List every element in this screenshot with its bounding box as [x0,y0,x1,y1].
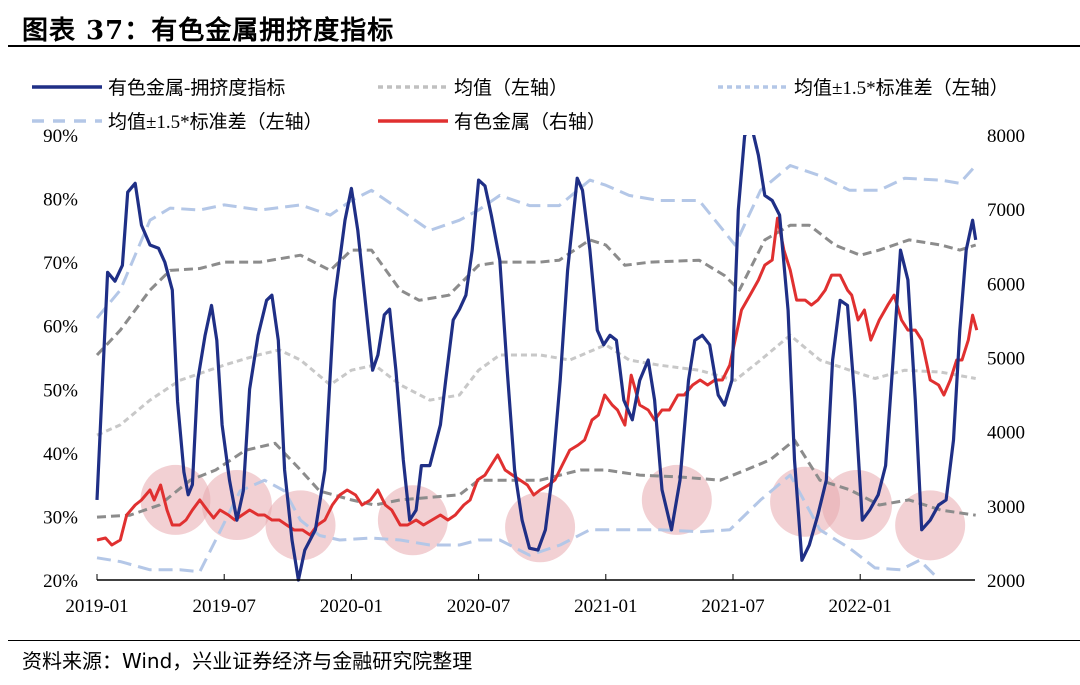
y-left-tick-label: 90% [43,126,78,147]
series-line-2 [95,223,977,357]
y-right-tick-label: 3000 [987,497,1025,518]
title-divider [8,45,1080,47]
series-line-1 [96,333,976,437]
series-line-0 [95,135,978,582]
series-line-3 [96,438,976,519]
axes: 2019-01 2019-07 2020-01 2020-07 2021-01 2021-… [43,126,1025,617]
y-right-tick-label: 4000 [987,423,1025,444]
series-lines [95,135,979,582]
source-divider [8,640,1080,641]
y-right-tick-label: 8000 [987,126,1025,147]
x-tick-label: 2019-07 [193,596,256,617]
highlight-circle [265,490,336,561]
y-left-tick-label: 70% [43,253,78,274]
series-line-4 [95,164,977,320]
x-tick-label: 2020-07 [447,596,510,617]
x-tick-label: 2020-01 [320,596,383,617]
y-right-tick-label: 5000 [987,349,1025,370]
x-tick-label: 2022-01 [829,596,892,617]
highlight-circle [895,490,966,561]
chart-title: 图表 37：有色金属拥挤度指标 [22,16,395,46]
series-line-6 [96,216,979,547]
y-right-tick-label: 7000 [987,200,1025,221]
legend-label: 有色金属-拥挤度指标 [108,77,285,99]
chart: 有色金属-拥挤度指标 均值（左轴） 均值±1.5*标准差（左轴） 均值±1.5*标准差… [32,77,1025,617]
highlight-circle [201,469,272,540]
legend: 有色金属-拥挤度指标 均值（左轴） 均值±1.5*标准差（左轴） 均值±1.5*标准差… [32,77,1009,133]
series-line-5 [96,473,936,576]
legend-label: 均值±1.5*标准差（左轴） [794,77,1009,99]
y-left-tick-label: 50% [43,380,78,401]
x-tick-label: 2019-01 [65,596,128,617]
highlight-circle [770,466,841,537]
legend-label: 有色金属（右轴） [454,111,606,133]
x-tick-label: 2021-01 [574,596,637,617]
x-tick-label: 2021-07 [701,596,764,617]
source-note: 资料来源：Wind，兴业证券经济与金融研究院整理 [22,649,473,673]
y-left-tick-label: 80% [43,190,78,211]
y-left-tick-label: 30% [43,507,78,528]
y-left-tick-label: 60% [43,317,78,338]
legend-label: 均值（左轴） [454,77,568,99]
y-left-tick-label: 20% [43,571,78,592]
y-right-tick-label: 2000 [987,571,1025,592]
y-left-tick-label: 40% [43,444,78,465]
y-right-tick-label: 6000 [987,274,1025,295]
legend-label: 均值±1.5*标准差（左轴） [108,111,323,133]
